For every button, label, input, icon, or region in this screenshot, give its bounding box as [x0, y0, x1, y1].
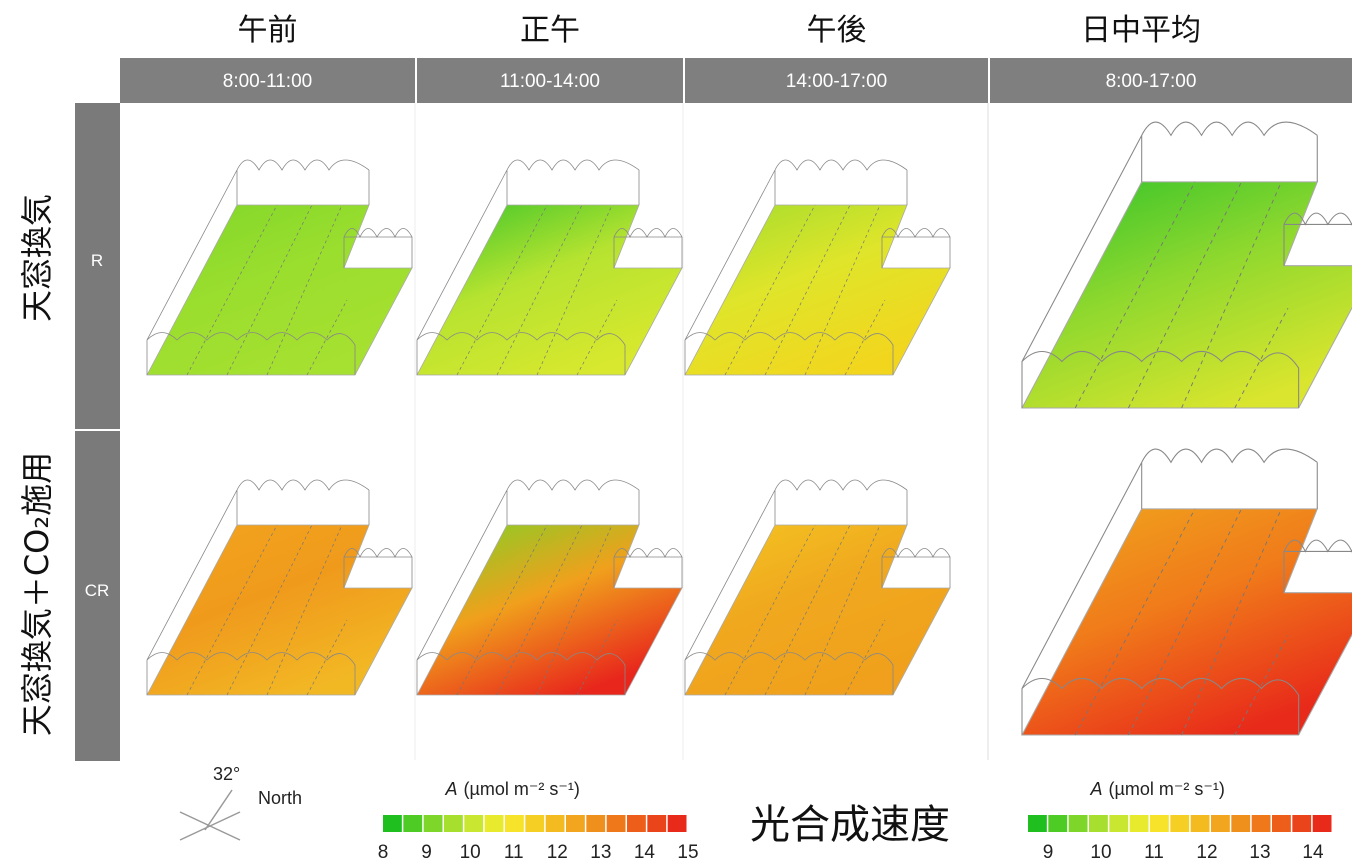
aisle-lines [186, 524, 348, 696]
legend-variable: A [1090, 779, 1103, 799]
heatmap-panel [146, 159, 413, 376]
row-label: 天窓換気＋CO₂施用 [18, 452, 56, 736]
colorbar-tick: 13 [590, 842, 611, 863]
header-bar [417, 58, 683, 103]
colorbar-tick: 10 [1090, 842, 1111, 863]
colorbar-cell [647, 815, 667, 832]
colorbar-cell [1272, 815, 1291, 832]
heatmap-panel [416, 479, 683, 696]
column-title: 日中平均 [1081, 13, 1201, 48]
floor [1021, 181, 1352, 409]
row-bar [75, 103, 120, 429]
colorbar-cell [464, 815, 484, 832]
colorbar-cell [1089, 815, 1108, 832]
colorbar-tick: 11 [504, 842, 524, 863]
colorbar-cell [627, 815, 646, 832]
colorbar-cell [1068, 815, 1088, 832]
colorbar-cell [444, 815, 463, 832]
column-title: 午後 [807, 13, 867, 48]
colorbar-tick: 9 [421, 842, 432, 863]
colorbar-tick: 10 [460, 842, 481, 863]
colorbar-cell [1251, 815, 1271, 832]
heatmap-panel [146, 479, 413, 696]
column-title: 正午 [520, 13, 580, 48]
frame [684, 159, 951, 375]
header-bar [685, 58, 988, 103]
frame [684, 479, 951, 695]
colorbar-cell [1231, 815, 1251, 832]
frame [1021, 121, 1352, 408]
frame [146, 479, 413, 695]
compass-angle: 32° [213, 764, 240, 784]
colorbar-tick: 11 [1144, 842, 1164, 863]
legend-unit: (µmol m⁻² s⁻¹) [464, 779, 580, 799]
colorbar-tick: 13 [1249, 842, 1270, 863]
colorbar-cell [1028, 815, 1047, 832]
center-label: 光合成速度 [750, 802, 950, 848]
colorbar-cell [1312, 815, 1332, 832]
aisle-lines [456, 524, 618, 696]
aisle-lines [1074, 181, 1289, 409]
colorbar-tick: 9 [1043, 842, 1054, 863]
colorbar-cell [545, 815, 565, 832]
legend-variable: A [445, 779, 458, 799]
row-code: CR [85, 581, 110, 600]
column-time: 8:00-17:00 [1106, 71, 1197, 92]
heatmap-panel [684, 479, 951, 696]
colorbar-cell [586, 815, 606, 832]
floor [1021, 508, 1352, 736]
frame [416, 479, 683, 695]
compass [179, 789, 241, 841]
legend-unit: (µmol m⁻² s⁻¹) [1109, 779, 1225, 799]
colorbar-cell [403, 815, 423, 832]
heatmap-panel [1021, 448, 1352, 736]
colorbar-cell [484, 815, 504, 832]
header-bar [990, 58, 1352, 103]
compass-label: North [258, 788, 302, 808]
colorbar-cell [1170, 815, 1190, 832]
colorbar-cell [383, 815, 402, 832]
colorbar-cell [1292, 815, 1312, 832]
colorbar-tick: 14 [1302, 842, 1324, 863]
heatmap-panel [684, 159, 951, 376]
colorbar-tick: 8 [378, 842, 389, 863]
row-label: 天窓換気 [18, 194, 56, 322]
colorbar-cell [1129, 815, 1149, 832]
frame [416, 159, 683, 375]
colorbar-cell [566, 815, 585, 832]
colorbar-cell [1211, 815, 1230, 832]
colorbar-tick: 14 [634, 842, 656, 863]
aisle-lines [456, 204, 618, 376]
column-time: 14:00-17:00 [786, 71, 887, 92]
heatmap-panel [1021, 121, 1352, 409]
colorbar-cell [1190, 815, 1210, 832]
colorbar-cell [1048, 815, 1068, 832]
colorbar-cell [606, 815, 626, 832]
header-bar [120, 58, 415, 103]
colorbar-cell [423, 815, 443, 832]
colorbar-cell [667, 815, 687, 832]
aisle-lines [186, 204, 348, 376]
row-bar [75, 431, 120, 761]
column-time: 11:00-14:00 [500, 71, 600, 92]
aisle-lines [1074, 508, 1289, 736]
colorbar-tick: 15 [677, 842, 698, 863]
colorbar-tick: 12 [1196, 842, 1217, 863]
colorbar-cell [1150, 815, 1169, 832]
aisle-lines [724, 204, 886, 376]
colorbar-cell [525, 815, 545, 832]
column-title: 午前 [238, 13, 298, 48]
frame [1021, 448, 1352, 735]
colorbar-cell [505, 815, 524, 832]
frame [146, 159, 413, 375]
aisle-lines [724, 524, 886, 696]
row-code: R [91, 251, 103, 270]
colorbar-cell [1109, 815, 1129, 832]
colorbar-tick: 12 [547, 842, 568, 863]
column-time: 8:00-11:00 [223, 71, 312, 92]
heatmap-panel [416, 159, 683, 376]
